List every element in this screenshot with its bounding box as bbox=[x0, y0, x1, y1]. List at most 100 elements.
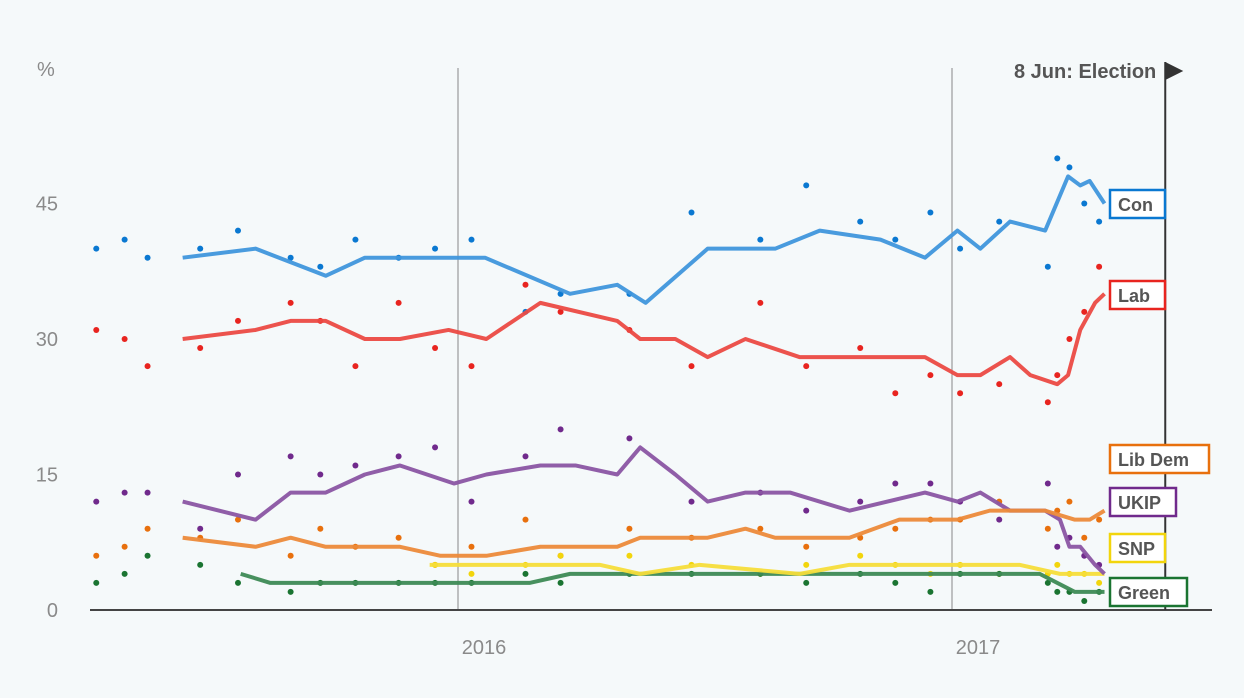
poll-dot-lab bbox=[1096, 263, 1103, 270]
poll-dot-snp bbox=[626, 552, 633, 559]
poll-dot-green bbox=[93, 579, 100, 586]
poll-dot-con bbox=[432, 245, 439, 252]
poll-dots bbox=[93, 155, 1103, 604]
label-text: Lib Dem bbox=[1118, 450, 1189, 470]
poll-dot-con bbox=[757, 236, 764, 243]
poll-dot-green bbox=[197, 561, 204, 568]
poll-dot-ukip bbox=[197, 525, 204, 532]
poll-dot-ukip bbox=[557, 426, 564, 433]
poll-dot-con bbox=[1096, 218, 1103, 225]
poll-dot-lib-dem bbox=[317, 525, 324, 532]
y-tick-label: 15 bbox=[36, 465, 58, 487]
poll-dot-snp bbox=[468, 570, 475, 577]
x-tick-label: 2016 bbox=[462, 637, 507, 659]
poll-dot-snp bbox=[1054, 561, 1061, 568]
poll-dot-lab bbox=[352, 363, 359, 370]
series-label-ukip: UKIP bbox=[1108, 486, 1178, 518]
election-marker: 8 Jun: Election bbox=[1014, 61, 1184, 610]
poll-dot-snp bbox=[1096, 579, 1103, 586]
poll-dot-ukip bbox=[996, 516, 1003, 523]
trend-line-green bbox=[240, 571, 1105, 594]
poll-dot-lib-dem bbox=[287, 552, 294, 559]
poll-dot-lib-dem bbox=[1081, 534, 1088, 541]
poll-dot-lab bbox=[395, 299, 402, 306]
poll-dot-con bbox=[927, 209, 934, 216]
poll-dot-con bbox=[144, 254, 151, 261]
poll-dot-snp bbox=[557, 552, 564, 559]
poll-dot-lab bbox=[1081, 308, 1088, 315]
poll-dot-lab bbox=[468, 363, 475, 370]
poll-dot-lib-dem bbox=[234, 516, 241, 523]
poll-dot-con bbox=[688, 209, 695, 216]
poll-dot-lib-dem bbox=[626, 525, 633, 532]
label-text: Lab bbox=[1118, 286, 1150, 306]
series-label-con: Con bbox=[1108, 188, 1167, 220]
poll-dot-lab bbox=[892, 390, 899, 397]
label-text: Green bbox=[1118, 583, 1170, 603]
label-box bbox=[1108, 188, 1167, 220]
y-tick-labels: 0 15 30 45 bbox=[36, 194, 58, 623]
poll-dot-lib-dem bbox=[1044, 525, 1051, 532]
poll-dot-green bbox=[522, 570, 529, 577]
x-tick-label: 2017 bbox=[956, 637, 1001, 659]
poll-dot-con bbox=[803, 182, 810, 189]
trend-line-lab bbox=[182, 292, 1106, 387]
poll-dot-con bbox=[957, 245, 964, 252]
poll-dot-con bbox=[892, 236, 899, 243]
poll-dot-con bbox=[996, 218, 1003, 225]
poll-dot-con bbox=[1081, 200, 1088, 207]
poll-dot-lab bbox=[557, 308, 564, 315]
series-label-snp: SNP bbox=[1108, 532, 1167, 564]
poll-dot-ukip bbox=[803, 507, 810, 514]
poll-dot-ukip bbox=[857, 498, 864, 505]
poll-dot-con bbox=[317, 263, 324, 270]
poll-dot-green bbox=[892, 579, 899, 586]
y-axis-unit-label: % bbox=[37, 59, 55, 81]
poll-dot-lab bbox=[757, 299, 764, 306]
poll-dot-lab bbox=[121, 336, 128, 342]
poll-dot-green bbox=[1081, 597, 1088, 604]
poll-dot-ukip bbox=[121, 489, 128, 496]
poll-dot-ukip bbox=[352, 462, 359, 469]
poll-dot-ukip bbox=[287, 453, 294, 460]
y-tick-label: 0 bbox=[47, 600, 58, 622]
trend-lines bbox=[182, 174, 1107, 594]
poll-dot-ukip bbox=[1044, 480, 1051, 487]
poll-dot-lab bbox=[1066, 336, 1073, 342]
y-tick-label: 30 bbox=[36, 329, 58, 351]
poll-dot-lab bbox=[927, 372, 934, 379]
flag-icon bbox=[1165, 62, 1184, 80]
poll-dot-lab bbox=[1044, 399, 1051, 406]
y-tick-label: 45 bbox=[36, 194, 58, 216]
poll-dot-ukip bbox=[317, 471, 324, 478]
poll-dot-lib-dem bbox=[892, 525, 899, 532]
poll-dot-green bbox=[121, 570, 128, 577]
poll-dot-lib-dem bbox=[121, 543, 128, 550]
poll-dot-lab bbox=[803, 363, 810, 370]
poll-dot-lib-dem bbox=[1096, 516, 1103, 523]
poll-dot-green bbox=[144, 552, 151, 559]
series-label-lab: Lab bbox=[1108, 279, 1167, 311]
poll-dot-con bbox=[197, 245, 204, 252]
election-label: 8 Jun: Election bbox=[1014, 61, 1156, 83]
poll-dot-con bbox=[121, 236, 128, 243]
poll-dot-ukip bbox=[432, 444, 439, 451]
poll-dot-lab bbox=[857, 345, 864, 352]
poll-dot-lab bbox=[93, 326, 100, 333]
poll-dot-lab bbox=[957, 390, 964, 397]
poll-dot-lib-dem bbox=[395, 534, 402, 541]
label-text: UKIP bbox=[1118, 493, 1161, 513]
poll-dot-ukip bbox=[395, 453, 402, 460]
poll-dot-ukip bbox=[1054, 543, 1061, 550]
poll-dot-lib-dem bbox=[144, 525, 151, 532]
trend-line-lib-dem bbox=[182, 508, 1106, 558]
poll-dot-con bbox=[857, 218, 864, 225]
series-label-green: Green bbox=[1108, 576, 1189, 608]
poll-dot-con bbox=[1066, 164, 1073, 171]
poll-dot-con bbox=[1054, 155, 1061, 162]
poll-dot-ukip bbox=[468, 498, 475, 505]
poll-dot-lab bbox=[688, 363, 695, 370]
poll-dot-con bbox=[287, 254, 294, 261]
label-text: SNP bbox=[1118, 539, 1155, 559]
